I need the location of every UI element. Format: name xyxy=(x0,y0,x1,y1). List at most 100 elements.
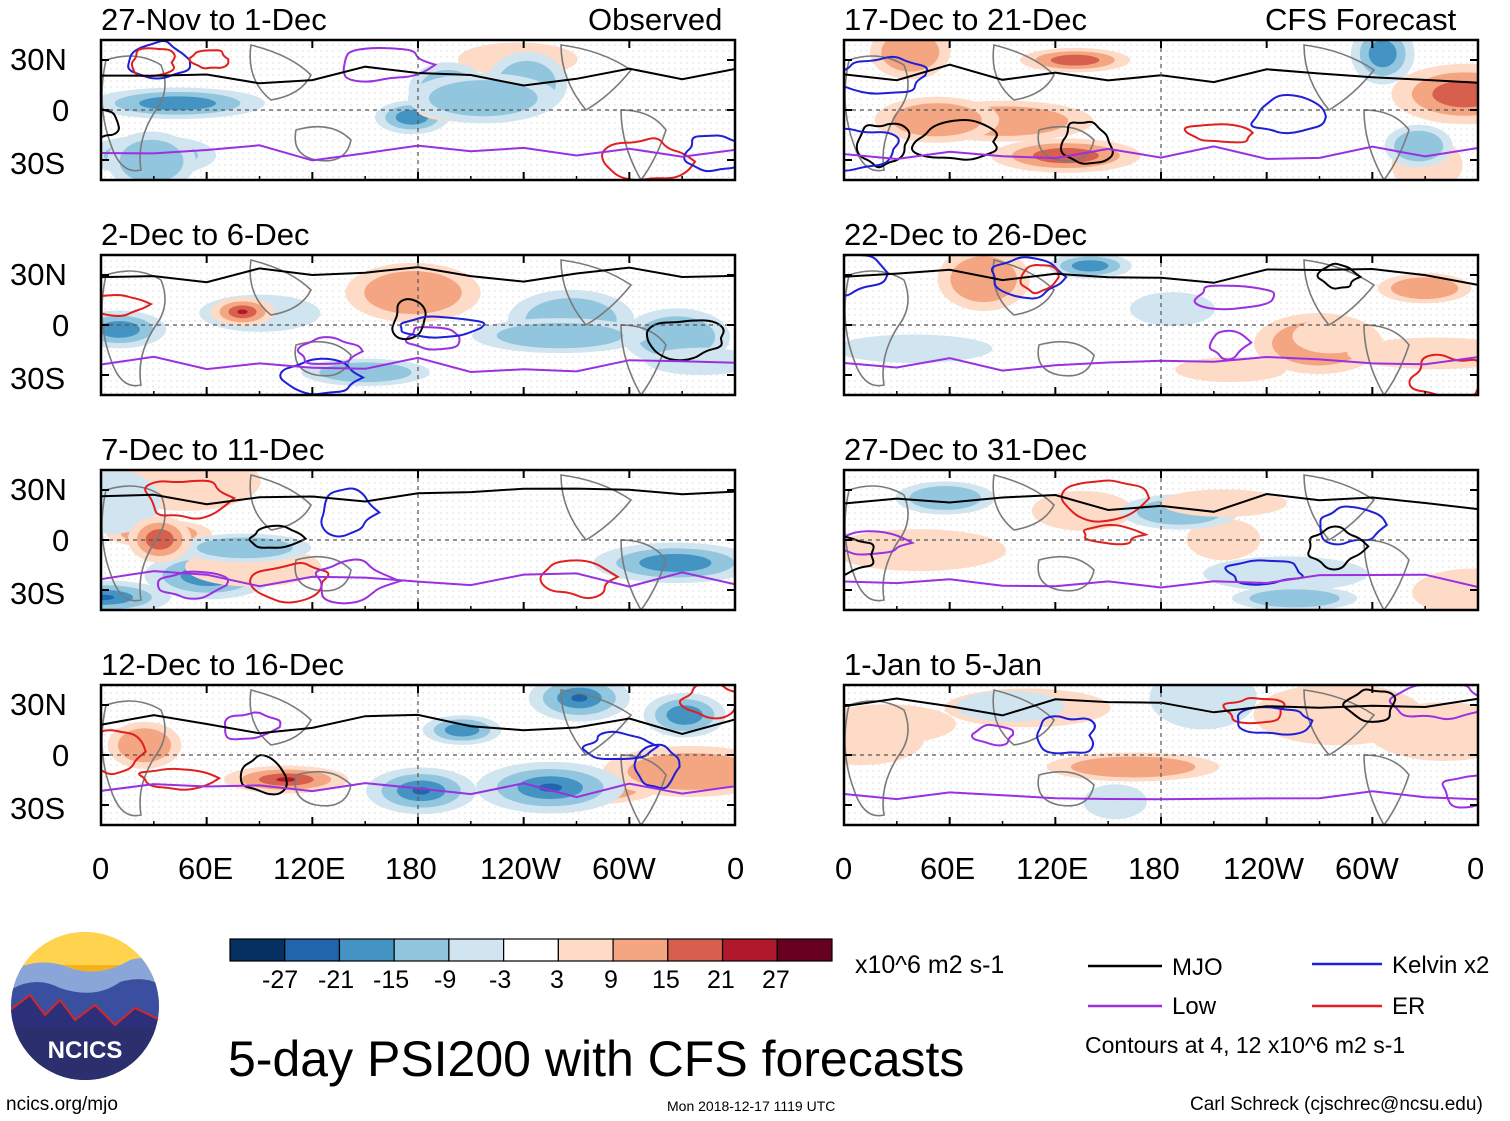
lat-eq: 0 xyxy=(52,523,70,558)
anomaly-shading xyxy=(1249,589,1340,608)
wave-contour xyxy=(101,266,735,284)
colorbar-segment xyxy=(448,938,505,962)
anomaly-shading xyxy=(496,322,624,349)
wave-contour xyxy=(1019,264,1060,295)
wave-contour xyxy=(101,782,735,799)
colorbar-segment xyxy=(667,938,724,962)
wave-contour xyxy=(239,754,288,796)
lon-0-end: 0 xyxy=(1467,851,1485,886)
lon-60e: 60E xyxy=(178,851,234,886)
anomaly-shading xyxy=(844,334,993,363)
anomaly-shading xyxy=(319,362,412,383)
wave-contour xyxy=(844,530,916,556)
wave-contour xyxy=(844,145,1478,161)
colorbar-segment xyxy=(557,938,614,962)
colorbar-label: -21 xyxy=(318,966,355,994)
coastline xyxy=(1303,474,1376,542)
wave-contour xyxy=(101,729,147,776)
colorbar-label: 27 xyxy=(762,966,790,994)
map-panel xyxy=(99,683,737,827)
wave-contour xyxy=(127,40,192,80)
anomaly-shading xyxy=(955,691,1065,722)
anomaly-shading xyxy=(1186,518,1261,561)
anomaly-shading xyxy=(1412,568,1478,610)
coastline xyxy=(249,44,312,101)
coastline xyxy=(844,270,909,387)
anomaly-shading xyxy=(1050,54,1100,66)
wave-contour xyxy=(1183,123,1255,144)
anomaly-shading xyxy=(444,723,480,737)
colorbar-label: 15 xyxy=(652,966,680,994)
coastline xyxy=(1037,770,1095,807)
wave-contour xyxy=(101,293,154,317)
wave-contour xyxy=(1036,715,1096,755)
anomaly-shading xyxy=(909,486,981,510)
anomaly-shading xyxy=(101,589,133,605)
wave-contour xyxy=(399,315,486,339)
wave-contour xyxy=(101,487,735,506)
coastline xyxy=(1303,259,1376,327)
coastline xyxy=(1303,44,1376,112)
anomaly-shading xyxy=(428,80,538,117)
coastline xyxy=(844,485,909,602)
lat-30s: 30S xyxy=(10,361,66,396)
coastline xyxy=(992,689,1055,746)
coastline xyxy=(101,270,166,387)
coastline xyxy=(620,539,667,610)
wave-contour xyxy=(1441,774,1478,809)
wave-contour xyxy=(1060,479,1151,523)
lon-60w: 60W xyxy=(1335,851,1399,886)
figure-title: 5-day PSI200 with CFS forecasts xyxy=(228,1031,965,1087)
wave-contour xyxy=(844,127,900,172)
wave-contour xyxy=(601,137,697,180)
coastline xyxy=(560,474,633,542)
wave-contour xyxy=(844,55,929,95)
wave-contour xyxy=(101,713,735,736)
anomaly-shading xyxy=(1253,685,1425,746)
wave-contour xyxy=(249,562,330,604)
anomaly-shading xyxy=(1175,357,1287,383)
lon-120w: 120W xyxy=(1223,851,1304,886)
anomaly-shading xyxy=(1390,277,1459,300)
anomaly-shading xyxy=(1129,292,1215,326)
coastline xyxy=(620,754,667,825)
source-url[interactable]: ncics.org/mjo xyxy=(6,1094,118,1115)
wave-contour xyxy=(101,108,120,139)
wave-contour xyxy=(144,479,237,520)
colorbar-label: -3 xyxy=(489,966,512,994)
lat-eq: 0 xyxy=(52,738,70,773)
panel-title-obs-3: 7-Dec to 11-Dec xyxy=(101,432,325,467)
anomaly-shading xyxy=(364,271,462,315)
anomaly-shading xyxy=(1149,685,1257,730)
map-panel xyxy=(842,38,1480,182)
wave-contour xyxy=(1307,525,1370,571)
map-panel xyxy=(99,38,737,182)
lon-0-end: 0 xyxy=(727,851,745,886)
credit: Carl Schreck (cjschrec@ncsu.edu) xyxy=(1190,1094,1483,1115)
colorbar-units: x10^6 m2 s-1 xyxy=(855,951,1005,979)
wave-contour xyxy=(645,319,725,362)
anomaly-shading xyxy=(1292,319,1369,354)
ncics-logo: NCICS xyxy=(11,932,159,1080)
timestamp: Mon 2018-12-17 1119 UTC xyxy=(667,1098,836,1114)
colorbar-label: -27 xyxy=(262,966,299,994)
panel-title-fcst-1: 17-Dec to 21-Dec xyxy=(844,2,1087,37)
anomaly-shading xyxy=(844,704,957,744)
wave-contour xyxy=(844,267,1478,286)
coastline xyxy=(560,259,633,327)
wave-contour xyxy=(279,357,366,395)
anomaly-shading xyxy=(101,594,115,601)
coastline xyxy=(844,55,909,172)
anomaly-shading xyxy=(1368,40,1397,68)
wave-contour xyxy=(990,256,1068,300)
lon-60e: 60E xyxy=(920,851,976,886)
forecast-label: CFS Forecast xyxy=(1265,2,1457,37)
wave-contour xyxy=(101,355,735,374)
map-panel xyxy=(99,468,737,612)
colorbar-label: 21 xyxy=(707,966,735,994)
colorbar-label: 9 xyxy=(604,966,618,994)
coastline xyxy=(1363,754,1410,825)
anomaly-shading xyxy=(1071,260,1109,272)
map-panel xyxy=(842,683,1480,827)
